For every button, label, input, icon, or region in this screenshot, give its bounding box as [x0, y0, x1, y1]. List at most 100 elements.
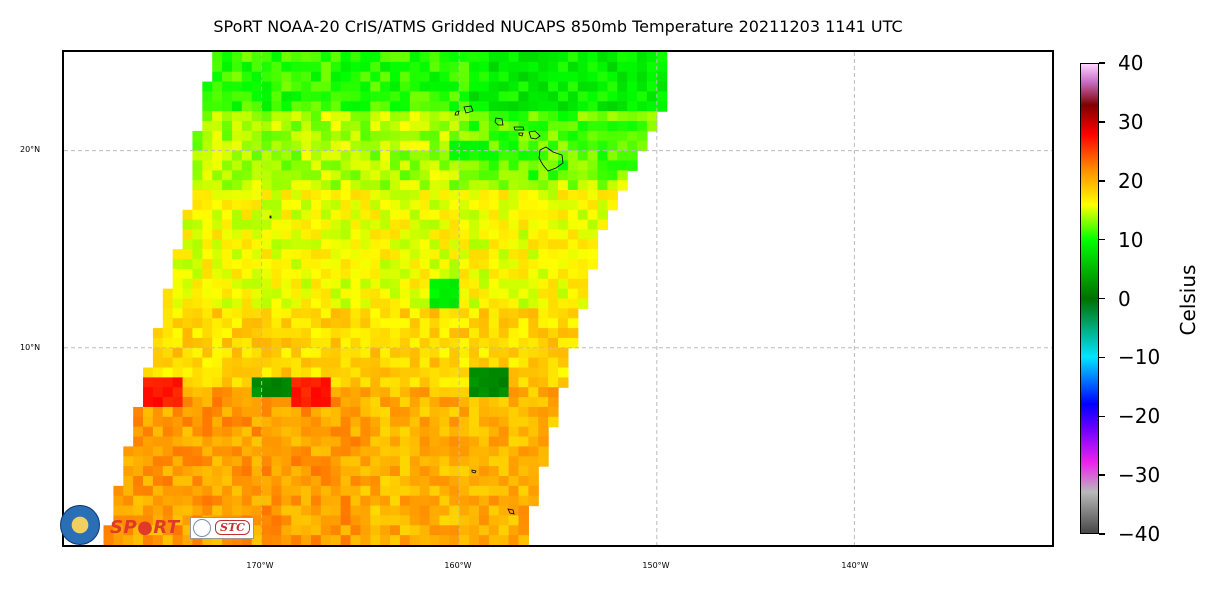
stc-logo-text: STC: [215, 520, 250, 535]
grid-cell: [182, 209, 194, 221]
grid-cell: [409, 387, 421, 398]
grid-cell: [439, 308, 450, 319]
grid-cell: [311, 485, 322, 497]
grid-cell: [143, 426, 154, 438]
grid-cell: [192, 190, 203, 201]
grid-cell: [488, 456, 500, 467]
grid-cell: [488, 268, 500, 280]
grid-cell: [429, 278, 441, 290]
grid-cell: [350, 347, 361, 359]
grid-cell: [281, 535, 292, 545]
grid-cell: [478, 209, 490, 221]
grid-cell: [429, 416, 441, 428]
grid-cell: [538, 150, 549, 162]
grid-cell: [488, 111, 500, 122]
grid-cell: [498, 288, 510, 300]
grid-cell: [311, 456, 322, 467]
grid-cell: [251, 485, 263, 497]
grid-cell: [340, 111, 352, 122]
grid-cell: [449, 446, 460, 457]
grid-cell: [271, 308, 282, 319]
grid-cell: [488, 81, 500, 93]
grid-cell: [439, 347, 450, 359]
grid-cell: [518, 456, 529, 467]
grid-cell: [469, 387, 480, 398]
map-panel[interactable]: [62, 50, 1054, 547]
grid-cell: [528, 456, 539, 467]
grid-cell: [380, 495, 391, 507]
grid-cell: [607, 180, 618, 191]
grid-cell: [320, 130, 332, 142]
grid-cell: [656, 101, 668, 112]
grid-cell: [558, 52, 569, 63]
grid-cell: [350, 377, 361, 388]
grid-cell: [320, 288, 332, 300]
grid-cell: [370, 199, 381, 211]
grid-cell: [587, 229, 599, 240]
grid-cell: [409, 475, 421, 487]
grid-cell: [231, 367, 243, 378]
grid-cell: [222, 367, 233, 378]
grid-cell: [152, 347, 164, 359]
grid-cell: [567, 130, 579, 142]
grid-cell: [360, 456, 371, 467]
colorbar-title: Celsius: [1176, 264, 1200, 336]
grid-cell: [488, 219, 500, 231]
temperature-grid: [103, 52, 668, 545]
grid-cell: [241, 347, 253, 359]
grid-cell: [488, 130, 500, 142]
grid-cell: [567, 337, 579, 349]
grid-cell: [271, 475, 282, 487]
grid-cell: [567, 121, 579, 132]
grid-cell: [528, 436, 539, 447]
grid-cell: [459, 91, 470, 102]
grid-cell: [261, 475, 273, 487]
grid-cell: [330, 140, 342, 152]
grid-cell: [212, 495, 223, 507]
grid-cell: [291, 298, 302, 309]
grid-cell: [390, 436, 401, 447]
grid-cell: [222, 535, 233, 545]
grid-cell: [192, 209, 203, 221]
grid-cell: [548, 259, 559, 270]
map-title: SPoRT NOAA-20 CrIS/ATMS Gridded NUCAPS 8…: [213, 17, 903, 36]
grid-cell: [222, 130, 233, 142]
grid-cell: [498, 328, 510, 339]
grid-cell: [202, 466, 213, 477]
grid-cell: [558, 377, 569, 388]
grid-cell: [330, 190, 342, 201]
grid-cell: [182, 288, 194, 300]
grid-cell: [587, 249, 599, 260]
grid-cell: [192, 308, 203, 319]
grid-cell: [301, 259, 312, 270]
grid-cell: [291, 259, 302, 270]
grid-cell: [380, 337, 391, 349]
grid-cell: [419, 426, 431, 438]
grid-cell: [192, 416, 203, 428]
grid-cell: [498, 485, 510, 497]
map-canvas[interactable]: [64, 52, 1052, 545]
grid-cell: [340, 278, 352, 290]
colorbar-tick-label: 0: [1118, 286, 1131, 311]
grid-cell: [409, 249, 421, 260]
grid-cell: [340, 406, 352, 418]
grid-cell: [251, 525, 263, 536]
grid-cell: [439, 337, 450, 349]
grid-cell: [192, 180, 203, 191]
grid-cell: [508, 180, 520, 191]
grid-cell: [518, 377, 529, 388]
grid-cell: [281, 71, 292, 83]
grid-cell: [508, 475, 520, 487]
grid-cell: [320, 170, 332, 181]
grid-cell: [518, 416, 529, 428]
grid-cell: [508, 535, 520, 545]
grid-cell: [567, 111, 579, 122]
grid-cell: [172, 475, 184, 487]
grid-cell: [390, 397, 401, 408]
grid-cell: [172, 535, 184, 545]
grid-cell: [231, 180, 243, 191]
grid-cell: [231, 140, 243, 152]
grid-cell: [241, 140, 253, 152]
grid-cell: [291, 328, 302, 339]
grid-cell: [488, 535, 500, 545]
